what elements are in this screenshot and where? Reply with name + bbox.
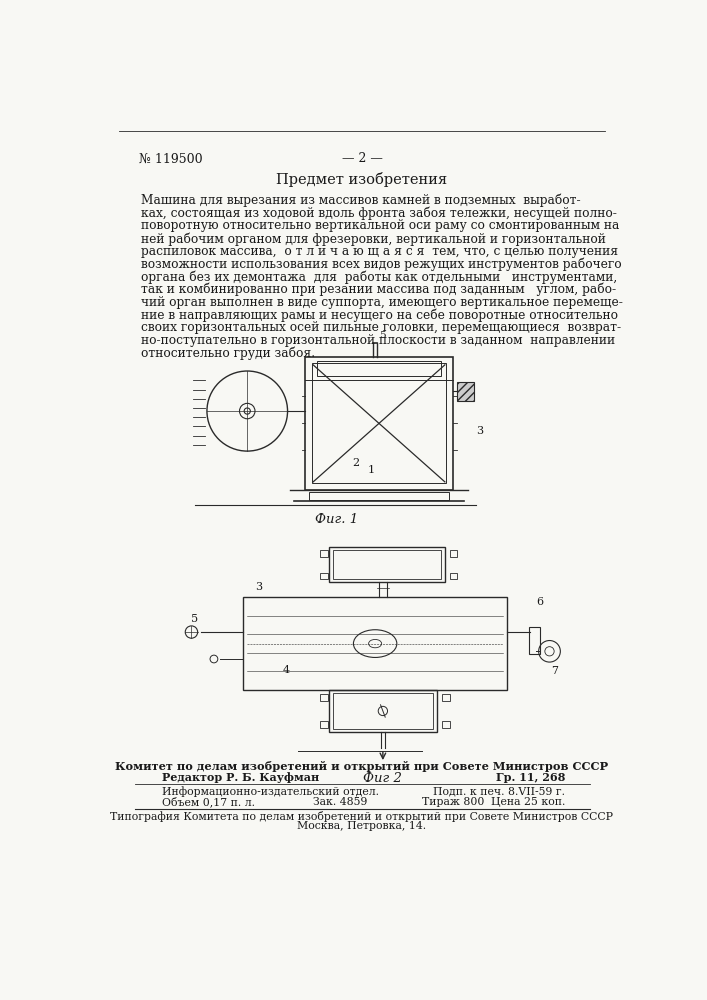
Text: Тираж 800: Тираж 800 — [421, 797, 484, 807]
Text: относительно груди забоя.: относительно груди забоя. — [141, 346, 315, 360]
Bar — [332, 693, 433, 729]
Text: Москва, Петровка, 14.: Москва, Петровка, 14. — [298, 821, 426, 831]
Text: 3: 3 — [477, 426, 484, 436]
Bar — [329, 547, 445, 582]
Text: 4: 4 — [282, 665, 290, 675]
Bar — [320, 721, 328, 728]
Text: — 2 —: — 2 — — [341, 152, 382, 165]
Text: Подп. к печ. 8.VII-59 г.: Подп. к печ. 8.VII-59 г. — [433, 786, 565, 796]
Text: поворотную относительно вертикальной оси раму со смонтированным на: поворотную относительно вертикальной оси… — [141, 219, 619, 232]
Text: 5: 5 — [379, 331, 385, 340]
Bar — [309, 492, 449, 500]
Text: 1: 1 — [368, 465, 375, 475]
Text: Объем 0,17 п. л.: Объем 0,17 п. л. — [162, 797, 255, 808]
Bar — [442, 694, 450, 701]
Bar — [320, 573, 328, 579]
Bar — [320, 550, 328, 557]
Text: возможности использования всех видов режущих инструментов рабочего: возможности использования всех видов реж… — [141, 257, 621, 271]
Bar — [457, 382, 474, 401]
Text: Фиг. 1: Фиг. 1 — [315, 513, 358, 526]
Text: 7: 7 — [551, 666, 559, 676]
Text: 3: 3 — [255, 582, 262, 592]
Text: Информационно-издательский отдел.: Информационно-издательский отдел. — [162, 786, 379, 797]
Text: распиловок массива,  о т л и ч а ю щ а я с я  тем, что, с целью получения: распиловок массива, о т л и ч а ю щ а я … — [141, 245, 618, 258]
Bar — [529, 627, 540, 654]
Text: Типография Комитета по делам изобретений и открытий при Совете Министров СССР: Типография Комитета по делам изобретений… — [110, 811, 614, 822]
Text: ней рабочим органом для фрезеровки, вертикальной и горизонтальной: ней рабочим органом для фрезеровки, верт… — [141, 232, 606, 246]
Text: Фиг 2: Фиг 2 — [363, 772, 402, 785]
Bar — [329, 690, 437, 732]
Text: 6: 6 — [536, 597, 543, 607]
Text: № 119500: № 119500 — [139, 152, 202, 165]
Text: Машина для вырезания из массивов камней в подземных  выработ-: Машина для вырезания из массивов камней … — [141, 194, 580, 207]
Text: Зак. 4859: Зак. 4859 — [313, 797, 368, 807]
Bar — [305, 357, 452, 490]
Bar — [450, 573, 457, 579]
Bar — [320, 694, 328, 701]
Text: чий орган выполнен в виде суппорта, имеющего вертикальное перемеще-: чий орган выполнен в виде суппорта, имею… — [141, 296, 623, 309]
Text: органа без их демонтажа  для  работы как отдельными   инструментами,: органа без их демонтажа для работы как о… — [141, 270, 617, 284]
Bar — [442, 721, 450, 728]
Text: Предмет изобретения: Предмет изобретения — [276, 172, 448, 187]
Text: 2: 2 — [352, 458, 359, 468]
Text: ние в направляющих рамы и несущего на себе поворотные относительно: ние в направляющих рамы и несущего на се… — [141, 308, 618, 322]
Text: Комитет по делам изобретений и открытий при Совете Министров СССР: Комитет по делам изобретений и открытий … — [115, 761, 609, 772]
Text: Гр. 11, 268: Гр. 11, 268 — [496, 772, 565, 783]
Bar — [332, 550, 441, 579]
Bar — [317, 361, 441, 376]
Text: Редактор Р. Б. Кауфман: Редактор Р. Б. Кауфман — [162, 772, 320, 783]
Text: своих горизонтальных осей пильные головки, перемещающиеся  возврат-: своих горизонтальных осей пильные головк… — [141, 321, 621, 334]
Text: но-поступательно в горизонтальной плоскости в заданном  направлении: но-поступательно в горизонтальной плоско… — [141, 334, 615, 347]
Bar — [243, 597, 507, 690]
Bar — [312, 363, 446, 483]
Text: Цена 25 коп.: Цена 25 коп. — [491, 797, 565, 807]
Text: 5: 5 — [192, 614, 199, 624]
Text: так и комбинированно при резании массива под заданным   углом, рабо-: так и комбинированно при резании массива… — [141, 283, 617, 296]
Text: ках, состоящая из ходовой вдоль фронта забоя тележки, несущей полно-: ках, состоящая из ходовой вдоль фронта з… — [141, 207, 617, 220]
Bar — [450, 550, 457, 557]
